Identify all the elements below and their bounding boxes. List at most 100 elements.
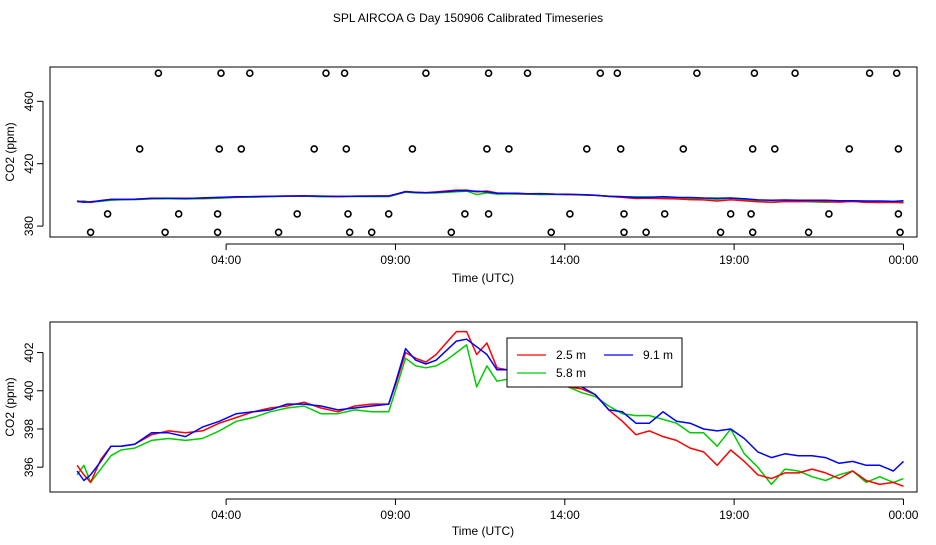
calibration-point <box>825 210 833 218</box>
calibration-point <box>660 210 669 218</box>
bottom-y-axis-label: CO2 (ppm) <box>3 377 17 436</box>
bottom-x-axis: 04:00 09:00 14:00 19:00 00:00 <box>211 498 919 522</box>
top-x-axis-label: Time (UTC) <box>452 271 514 285</box>
calibration-point <box>547 228 556 237</box>
calibration-point <box>408 145 417 153</box>
legend-label-9-1m: 9.1 m <box>643 348 673 362</box>
calibration-point <box>770 145 779 153</box>
calibration-point <box>679 145 688 153</box>
calibration-point <box>447 228 456 237</box>
legend: 2.5 m 9.1 m 5.8 m <box>506 337 683 388</box>
calibration-point <box>582 145 591 153</box>
calibration-point <box>845 145 854 153</box>
bottom-x-tick-label: 14:00 <box>550 508 580 522</box>
bottom-series-line-5-8-m <box>76 344 904 486</box>
calibration-point <box>726 210 735 218</box>
bottom-series-line-2-5-m <box>76 330 904 488</box>
calibration-point <box>344 210 352 218</box>
bottom-y-tick-label: 402 <box>22 342 36 362</box>
bottom-y-tick-label: 398 <box>22 419 36 439</box>
top-plot-frame <box>49 66 918 238</box>
calibration-point <box>523 69 532 77</box>
bottom-series-line-9-1-m <box>76 338 905 482</box>
calibration-point <box>310 145 319 153</box>
bottom-y-axis: 396 398 400 402 <box>22 342 44 477</box>
calibration-point <box>103 210 112 218</box>
legend-box <box>506 337 683 388</box>
top-x-tick-label: 00:00 <box>888 253 918 267</box>
top-y-axis-label: CO2 (ppm) <box>3 122 17 181</box>
calibration-point <box>345 228 354 237</box>
calibration-point <box>896 228 904 237</box>
calibration-point <box>367 228 376 237</box>
top-series-line-9-1-m <box>77 189 904 203</box>
calibration-point <box>342 145 351 153</box>
calibration-point <box>484 69 493 77</box>
calibration-point <box>135 145 144 153</box>
bottom-panel: 04:00 09:00 14:00 19:00 00:00 396 398 400 402 T… <box>3 321 919 538</box>
calibration-point <box>340 69 349 77</box>
calibration-point <box>86 228 95 237</box>
calibration-point <box>750 69 759 77</box>
top-x-tick-label: 09:00 <box>380 253 410 267</box>
bottom-x-axis-label: Time (UTC) <box>452 524 514 538</box>
calibration-point <box>484 210 493 218</box>
calibration-point <box>747 210 755 218</box>
top-x-axis: 04:00 09:00 14:00 19:00 00:00 <box>211 243 919 267</box>
calibration-point <box>422 69 430 77</box>
bottom-y-tick-label: 396 <box>22 457 36 477</box>
calibration-point <box>483 145 491 153</box>
top-x-tick-label: 19:00 <box>719 253 749 267</box>
bottom-y-tick-label: 400 <box>22 380 36 400</box>
calibration-point <box>613 69 622 77</box>
top-y-axis: 380 420 460 <box>22 91 44 236</box>
calibration-point <box>716 228 725 237</box>
chart-title: SPL AIRCOA G Day 150906 Calibrated Times… <box>333 11 603 25</box>
calibration-point <box>791 69 799 77</box>
calibration-point <box>894 210 903 218</box>
calibration-point <box>174 210 183 218</box>
bottom-x-tick-label: 00:00 <box>888 508 918 522</box>
calibration-point <box>748 228 757 237</box>
top-series-group <box>77 189 904 204</box>
calibration-point <box>154 69 163 77</box>
calibration-point <box>161 228 169 237</box>
calibration-point <box>217 69 225 77</box>
calibration-point <box>293 210 302 218</box>
top-x-tick-label: 14:00 <box>550 253 580 267</box>
calibration-point <box>274 228 283 237</box>
calibration-point <box>596 69 605 77</box>
bottom-series-group <box>76 330 905 488</box>
calibration-point <box>246 69 254 77</box>
calibration-point <box>215 145 224 153</box>
bottom-plot-frame <box>49 321 918 493</box>
calibration-point <box>865 69 874 77</box>
calibration-point <box>322 69 330 77</box>
top-y-tick-label: 460 <box>22 91 36 111</box>
calibration-point <box>616 145 625 153</box>
calibration-point <box>213 210 222 218</box>
calibration-point <box>566 210 574 218</box>
top-panel: 04:00 09:00 14:00 19:00 00:00 380 420 460 Time… <box>3 66 919 285</box>
bottom-x-tick-label: 09:00 <box>380 508 410 522</box>
top-calibration-points <box>86 69 904 237</box>
calibration-point <box>894 145 903 153</box>
calibration-point <box>748 145 757 153</box>
calibration-point <box>620 228 628 237</box>
top-y-tick-label: 420 <box>22 153 36 173</box>
calibration-point <box>237 145 246 153</box>
calibration-point <box>804 228 813 237</box>
calibration-point <box>213 228 222 237</box>
calibration-point <box>642 228 650 237</box>
bottom-x-tick-label: 04:00 <box>211 508 241 522</box>
calibration-point <box>892 69 901 77</box>
calibration-point <box>384 210 393 218</box>
calibration-point <box>693 69 701 77</box>
calibration-point <box>620 210 628 218</box>
calibration-point <box>505 145 513 153</box>
legend-label-2-5m: 2.5 m <box>556 348 586 362</box>
legend-label-5-8m: 5.8 m <box>556 366 586 380</box>
top-y-tick-label: 380 <box>22 216 36 236</box>
bottom-x-tick-label: 19:00 <box>719 508 749 522</box>
